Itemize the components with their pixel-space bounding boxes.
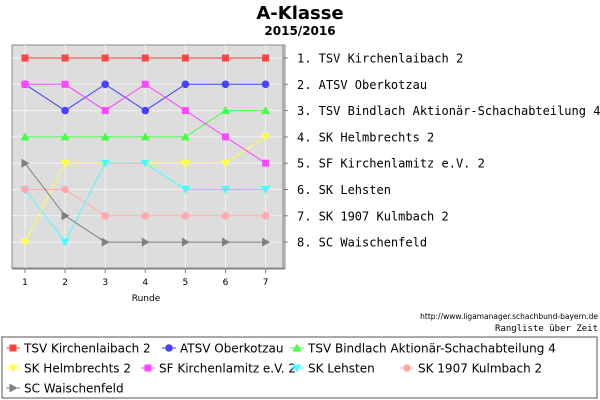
series-marker	[221, 80, 230, 89]
series-marker	[221, 212, 230, 220]
series-marker	[181, 237, 190, 247]
series-marker	[221, 186, 230, 194]
rank-label: 3. TSV Bindlach Aktionär-Schachabteilung…	[297, 104, 600, 118]
series-marker	[101, 80, 109, 89]
rank-label: 6. SK Lehsten	[297, 183, 391, 197]
series-marker	[140, 159, 150, 168]
legend-label: TSV Kirchenlaibach 2	[23, 342, 151, 356]
chart-subtitle: 2015/2016	[264, 24, 335, 38]
series-marker	[101, 212, 109, 220]
series-marker	[165, 344, 173, 352]
x-tick-label: 3	[102, 278, 108, 288]
footer-url: http://www.ligamanager.schachbund-bayern…	[420, 312, 598, 321]
series-marker	[101, 107, 109, 115]
x-tick-label: 4	[142, 278, 148, 288]
series-marker	[21, 80, 29, 88]
series-marker	[141, 54, 149, 62]
series-marker	[261, 186, 271, 194]
series-marker	[61, 211, 70, 221]
rank-label: 2. ATSV Oberkotzau	[297, 78, 427, 92]
series-marker	[292, 364, 302, 373]
series-marker	[221, 159, 230, 168]
series-marker	[60, 238, 70, 247]
series-marker	[61, 185, 69, 194]
series-marker	[8, 364, 18, 373]
legend: TSV Kirchenlaibach 2 ATSV Oberkotzau TSV B…	[6, 342, 556, 396]
series-marker	[262, 159, 270, 167]
series-marker	[61, 80, 69, 88]
series-marker	[20, 132, 30, 141]
rank-label: 7. SK 1907 Kulmbach 2	[297, 209, 449, 223]
x-axis: 1 2 3 4 5 6 7	[12, 268, 285, 288]
series-marker	[261, 106, 271, 115]
series-marker	[101, 237, 110, 247]
series-marker	[181, 54, 189, 62]
series-marker	[403, 364, 411, 372]
series-marker	[101, 54, 109, 62]
series-marker	[100, 159, 110, 168]
series-marker	[100, 132, 110, 141]
series-marker	[181, 80, 190, 89]
series-marker	[262, 237, 271, 247]
series-marker	[21, 158, 30, 168]
series-marker	[222, 133, 229, 141]
plot-area	[11, 44, 286, 269]
series-marker	[9, 383, 18, 393]
series-marker	[181, 107, 189, 115]
ranking-list: 1. TSV Kirchenlaibach 2 2. ATSV Oberkotza…	[282, 45, 600, 268]
rank-label: 4. SK Helmbrechts 2	[297, 130, 434, 144]
legend-label: SC Waischenfeld	[24, 382, 124, 396]
series-marker	[222, 237, 230, 247]
series-marker	[141, 212, 150, 220]
series-marker	[20, 238, 30, 247]
legend-label: SK Helmbrechts 2	[24, 362, 131, 376]
series-marker	[21, 54, 29, 62]
series-marker	[61, 54, 69, 62]
series-marker	[221, 106, 230, 115]
legend-label: SK Lehsten	[308, 362, 375, 376]
chart-title: A-Klasse	[256, 3, 343, 24]
legend-label: SK 1907 Kulmbach 2	[418, 362, 542, 376]
series-marker	[60, 159, 70, 168]
series-marker	[61, 106, 69, 115]
series-marker	[181, 212, 190, 220]
rank-label: 1. TSV Kirchenlaibach 2	[297, 52, 463, 66]
series-marker	[180, 132, 190, 141]
series-marker	[180, 186, 190, 194]
footer-caption: Rangliste über Zeit	[495, 324, 598, 334]
series-marker	[140, 132, 150, 141]
series-marker	[261, 80, 270, 89]
series-markers	[20, 54, 271, 247]
series-marker	[292, 343, 302, 352]
rank-label: 5. SF Kirchenlamitz e.V. 2	[297, 157, 485, 171]
x-axis-label: Runde	[132, 294, 161, 304]
legend-label: TSV Bindlach Aktionär-Schachabteilung 4	[307, 342, 556, 356]
series-marker	[9, 344, 17, 352]
series-marker	[141, 237, 150, 247]
series-marker	[222, 54, 229, 62]
series-marker	[60, 132, 70, 141]
series-marker	[261, 133, 271, 142]
series-marker	[180, 159, 190, 168]
x-tick-label: 1	[22, 278, 28, 288]
legend-label: ATSV Oberkotzau	[180, 342, 283, 356]
x-tick-label: 6	[223, 278, 229, 288]
x-tick-label: 5	[183, 278, 189, 288]
series-marker	[21, 185, 29, 194]
series-marker	[144, 364, 152, 372]
x-tick-label: 7	[263, 278, 269, 288]
series-marker	[261, 212, 270, 220]
series-marker	[141, 106, 150, 115]
rank-label: 8. SC Waischenfeld	[297, 236, 427, 250]
legend-label: SF Kirchenlamitz e.V. 2	[159, 362, 296, 376]
series-marker	[262, 54, 270, 62]
series-marker	[141, 80, 149, 88]
x-tick-label: 2	[62, 278, 68, 288]
